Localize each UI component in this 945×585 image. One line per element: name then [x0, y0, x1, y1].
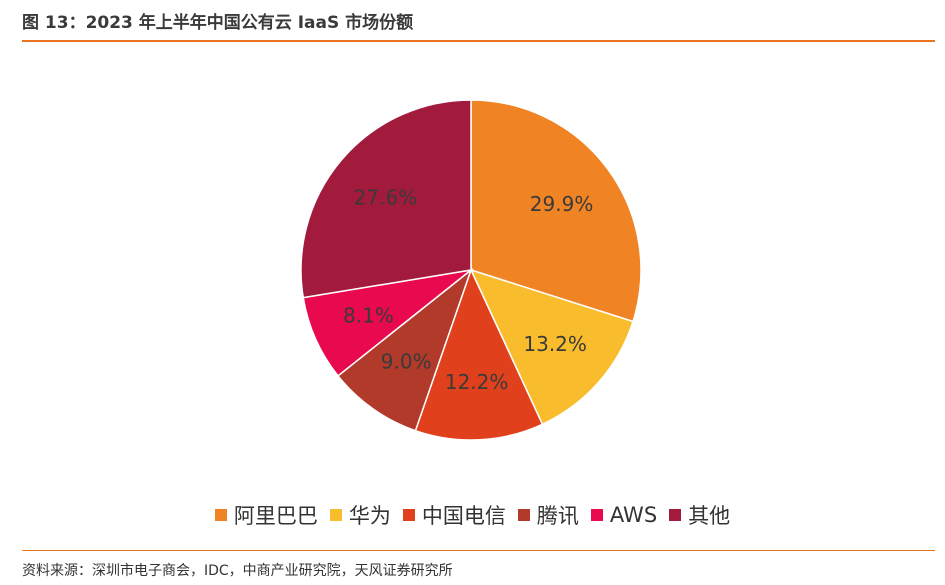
legend-swatch [590, 509, 603, 521]
legend-item-5: 其他 [669, 500, 730, 530]
legend-swatch [517, 509, 530, 521]
legend-item-1: 华为 [329, 500, 391, 530]
legend-item-4: AWS [590, 503, 658, 527]
legend-item-2: 中国电信 [402, 500, 506, 530]
legend-swatch [214, 509, 227, 521]
pie-data-label-1: 13.2% [523, 332, 587, 356]
legend-label: 其他 [688, 504, 731, 528]
legend-label: 华为 [348, 504, 391, 528]
pie-chart: 29.9% 13.2% 12.2% 9.0% 8.1% 27.6% [300, 99, 642, 441]
legend-swatch [669, 509, 682, 521]
pie-slice-3 [336, 267, 473, 432]
chart-legend: 阿里巴巴 华为 中国电信 腾讯 AWS 其他 [0, 500, 945, 530]
legend-label: 中国电信 [421, 504, 506, 528]
pie-slice-0 [470, 99, 642, 323]
source-note: 资料来源：深圳市电子商会，IDC，中商产业研究院，天风证券研究所 [22, 563, 453, 579]
pie-slice-2 [414, 267, 544, 441]
pie-data-label-0: 29.9% [530, 192, 594, 216]
page-title: 图 13：2023 年上半年中国公有云 IaaS 市场份额 [22, 13, 414, 33]
legend-item-0: 阿里巴巴 [214, 500, 318, 530]
legend-swatch [402, 509, 415, 521]
pie-slice-5 [300, 99, 472, 299]
source-divider [22, 550, 935, 551]
pie-data-label-2: 12.2% [445, 370, 509, 394]
pie-data-label-5: 27.6% [354, 185, 418, 209]
title-divider [22, 40, 935, 42]
legend-item-3: 腾讯 [517, 500, 579, 530]
legend-label: AWS [609, 503, 658, 527]
pie-slice-1 [469, 268, 634, 426]
pie-data-label-4: 8.1% [343, 304, 394, 328]
legend-label: 阿里巴巴 [233, 504, 318, 528]
legend-swatch [329, 509, 342, 521]
legend-label: 腾讯 [536, 504, 579, 528]
pie-data-label-3: 9.0% [381, 350, 432, 374]
